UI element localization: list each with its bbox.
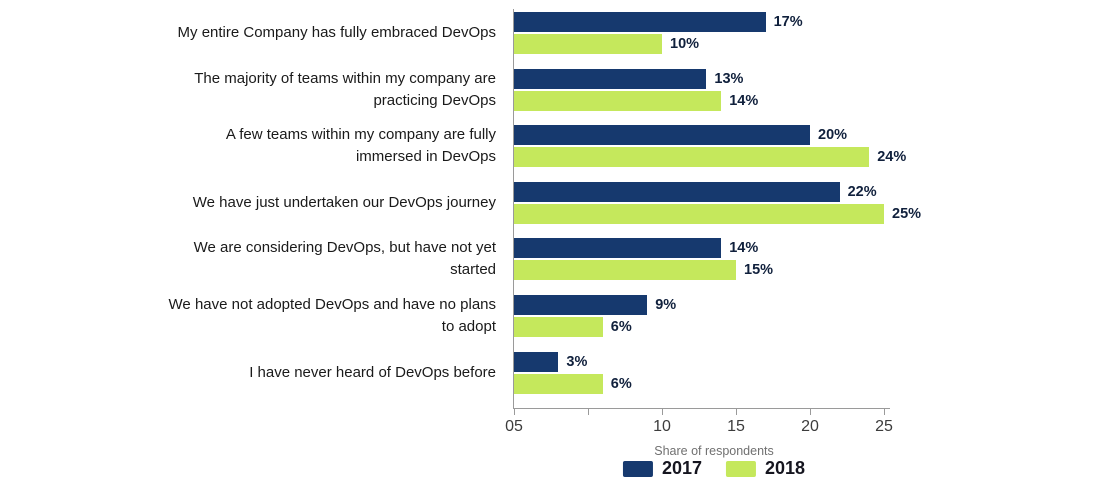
value-label-2018: 24%	[877, 149, 907, 166]
x-tick	[514, 409, 515, 415]
bar-2018	[514, 90, 722, 111]
value-label-2017: 17%	[773, 14, 803, 30]
category-label: We are considering DevOps, but have not …	[193, 239, 496, 279]
category-label: I have never heard of DevOps before	[249, 363, 496, 381]
category-label: We have just undertaken our DevOps journ…	[192, 193, 496, 211]
x-axis-line	[513, 408, 890, 409]
value-label-2017: 20%	[818, 127, 848, 144]
category-label: The majority of teams within my company …	[194, 69, 496, 109]
bar-2018	[514, 203, 884, 224]
legend-item-2017: 2017	[622, 458, 702, 479]
x-tick	[662, 409, 663, 415]
bar-2017	[514, 125, 810, 146]
x-tick	[810, 409, 811, 415]
x-tick-label: 20	[801, 418, 819, 435]
value-label-2017: 9%	[655, 297, 677, 313]
legend-label-2018: 2018	[765, 458, 806, 478]
x-tick-label: 05	[505, 418, 523, 435]
bar-2017	[514, 295, 648, 315]
y-axis-line	[513, 9, 514, 408]
value-label-2018: 6%	[610, 319, 632, 335]
bar-2018	[514, 147, 870, 168]
value-label-2018: 6%	[610, 375, 632, 392]
x-tick-label: 25	[875, 418, 893, 435]
bar-2017	[514, 68, 707, 89]
category-label: A few teams within my company are fully …	[225, 126, 496, 166]
legend-swatch-2018	[726, 460, 756, 477]
legend-item-2018: 2018	[726, 458, 805, 479]
legend-label-2017: 2017	[661, 458, 702, 478]
bar-2017	[514, 351, 559, 372]
bar-2017	[514, 181, 840, 202]
value-label-2017: 3%	[566, 353, 588, 370]
x-axis-title: Share of respondents	[654, 444, 774, 458]
legend: 2017 2018	[622, 458, 805, 479]
value-label-2018: 25%	[892, 205, 922, 222]
bar-2018	[514, 373, 603, 394]
category-label: My entire Company has fully embraced Dev…	[177, 24, 496, 41]
value-label-2018: 10%	[670, 36, 700, 52]
bar-2017	[514, 12, 766, 32]
value-label-2018: 15%	[744, 262, 774, 279]
bar-2018	[514, 260, 736, 281]
x-tick	[736, 409, 737, 415]
value-label-2018: 14%	[729, 92, 759, 109]
value-label-2017: 14%	[729, 240, 759, 257]
value-label-2017: 13%	[714, 70, 744, 87]
bar-2018	[514, 34, 662, 54]
x-tick	[884, 409, 885, 415]
x-tick-label: 10	[653, 418, 671, 435]
x-tick-label: 15	[727, 418, 745, 435]
value-label-2017: 22%	[847, 183, 877, 200]
legend-swatch-2017	[622, 460, 653, 477]
category-label: We have not adopted DevOps and have no p…	[168, 296, 496, 335]
x-tick	[588, 409, 589, 415]
bar-2018	[514, 317, 603, 337]
bar-2017	[514, 238, 722, 259]
